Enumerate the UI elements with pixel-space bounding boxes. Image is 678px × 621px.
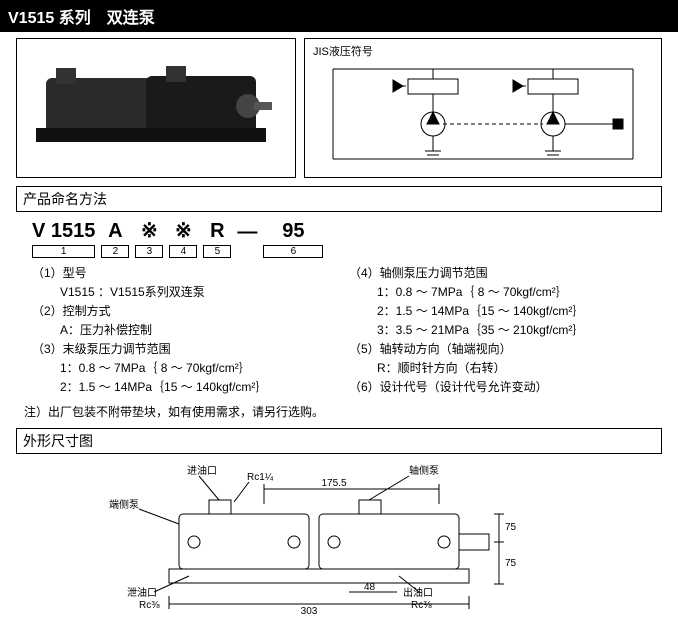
def-3-title: （3）末级泵压力调节范围 bbox=[32, 340, 329, 357]
dim-label-rc114: Rc1¼ bbox=[247, 471, 274, 483]
code-part-6: 95 6 bbox=[263, 220, 323, 258]
section-naming-title: 产品命名方法 bbox=[16, 186, 662, 212]
code-part-4: ※ 4 bbox=[169, 218, 197, 258]
dim-label-outlet: 出油口 bbox=[403, 586, 433, 599]
code-text-5: R bbox=[203, 220, 231, 243]
dim-label-drain: 泄油口 bbox=[127, 586, 157, 599]
jis-symbol-label: JIS液压符号 bbox=[313, 43, 653, 59]
def-1-title: （1）型号 bbox=[32, 264, 329, 281]
def-4-sub2: 2：1.5 ～ 14MPa｛15 ～ 140kgf/cm²｝ bbox=[349, 302, 646, 319]
code-text-2: A bbox=[101, 220, 129, 243]
code-part-3: ※ 3 bbox=[135, 218, 163, 258]
dim-label-shaft-pump: 轴侧泵 bbox=[409, 464, 439, 477]
code-text-6: 95 bbox=[263, 220, 323, 243]
dim-label-rc38b: Rc⅜ bbox=[411, 600, 432, 611]
def-4-sub3: 3：3.5 ～ 21MPa｛35 ～ 210kgf/cm²｝ bbox=[349, 321, 646, 338]
definitions-col-left: （1）型号 V1515 ：V1515系列双连泵 （2）控制方式 A：压力补偿控制… bbox=[32, 264, 329, 397]
dim-175-5: 175.5 bbox=[321, 478, 346, 489]
dim-label-rc38a: Rc⅜ bbox=[139, 600, 160, 611]
dim-label-end-pump: 端侧泵 bbox=[109, 498, 139, 511]
def-2-title: （2）控制方式 bbox=[32, 302, 329, 319]
dimension-drawing: 进油口 Rc1¼ 端侧泵 轴侧泵 175.5 泄油口 Rc⅜ 出油口 Rc⅜ 4… bbox=[0, 460, 678, 621]
def-5-sub1: R：顺时针方向（右转） bbox=[349, 359, 646, 376]
definitions-col-right: （4）轴侧泵压力调节范围 1：0.8 ～ 7MPa｛ 8 ～ 70kgf/cm²… bbox=[349, 264, 646, 397]
def-5-title: （5）轴转动方向（轴端视向） bbox=[349, 340, 646, 357]
code-num-4: 4 bbox=[169, 245, 197, 258]
code-part-2: A 2 bbox=[101, 220, 129, 258]
def-6-title: （6）设计代号（设计代号允许变动） bbox=[349, 378, 646, 395]
code-num-2: 2 bbox=[101, 245, 129, 258]
def-4-sub1: 1：0.8 ～ 7MPa｛ 8 ～ 70kgf/cm²｝ bbox=[349, 283, 646, 300]
code-part-5: R 5 bbox=[203, 220, 231, 258]
dim-75b: 75 bbox=[505, 558, 517, 569]
section-naming-wrap: 产品命名方法 bbox=[16, 186, 662, 212]
jis-schematic bbox=[313, 59, 653, 169]
code-part-1: V 1515 1 bbox=[32, 220, 95, 258]
dim-75a: 75 bbox=[505, 522, 517, 533]
dimension-svg: 进油口 Rc1¼ 端侧泵 轴侧泵 175.5 泄油口 Rc⅜ 出油口 Rc⅜ 4… bbox=[99, 464, 579, 614]
top-row: JIS液压符号 bbox=[0, 38, 678, 178]
def-3-sub2: 2：1.5 ～ 14MPa｛15 ～ 140kgf/cm²｝ bbox=[32, 378, 329, 395]
code-num-6: 6 bbox=[263, 245, 323, 258]
product-photo-placeholder bbox=[26, 48, 286, 168]
model-code-row: V 1515 1 A 2 ※ 3 ※ 4 R 5 — 95 6 bbox=[32, 218, 646, 258]
code-text-4: ※ bbox=[169, 218, 197, 243]
code-text-1: V 1515 bbox=[32, 220, 95, 243]
product-photo-box bbox=[16, 38, 296, 178]
packaging-note: 注）出厂包装不附带垫块，如有使用需求，请另行选购。 bbox=[0, 401, 678, 428]
page-title: V1515 系列 双连泵 bbox=[8, 10, 155, 27]
section-dim-title: 外形尺寸图 bbox=[16, 428, 662, 454]
code-num-5: 5 bbox=[203, 245, 231, 258]
jis-symbol-box: JIS液压符号 bbox=[304, 38, 662, 178]
def-4-title: （4）轴侧泵压力调节范围 bbox=[349, 264, 646, 281]
definitions-row: （1）型号 V1515 ：V1515系列双连泵 （2）控制方式 A：压力补偿控制… bbox=[32, 264, 646, 397]
section-dim-wrap: 外形尺寸图 bbox=[16, 428, 662, 454]
def-1-sub1: V1515 ：V1515系列双连泵 bbox=[32, 283, 329, 300]
dim-303: 303 bbox=[301, 606, 318, 614]
code-num-3: 3 bbox=[135, 245, 163, 258]
code-num-1: 1 bbox=[32, 245, 95, 258]
dim-label-inlet: 进油口 bbox=[187, 464, 217, 477]
def-3-sub1: 1：0.8 ～ 7MPa｛ 8 ～ 70kgf/cm²｝ bbox=[32, 359, 329, 376]
naming-block: V 1515 1 A 2 ※ 3 ※ 4 R 5 — 95 6 （1）型号 V1… bbox=[0, 218, 678, 401]
page-header-bar: V1515 系列 双连泵 bbox=[0, 0, 678, 32]
code-dash: — bbox=[237, 221, 257, 258]
code-text-3: ※ bbox=[135, 218, 163, 243]
def-2-sub1: A：压力补偿控制 bbox=[32, 321, 329, 338]
dim-48: 48 bbox=[364, 582, 376, 593]
